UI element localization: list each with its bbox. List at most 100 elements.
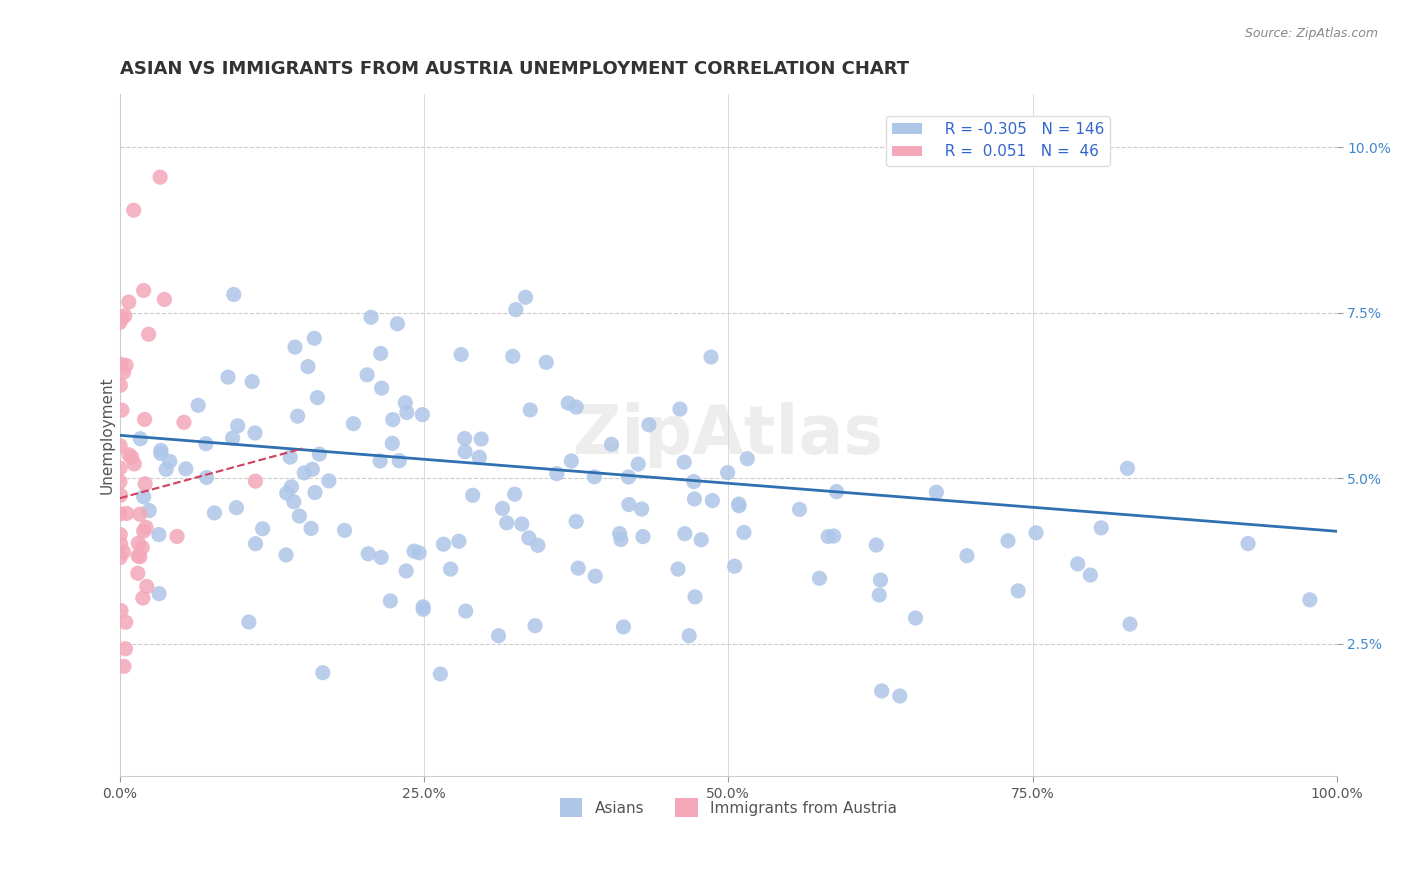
- Point: [112, 365, 135, 379]
- Point: [583, 470, 606, 484]
- Point: [683, 491, 706, 506]
- Point: [1067, 557, 1090, 571]
- Point: [278, 450, 301, 464]
- Point: [1116, 461, 1139, 475]
- Point: [240, 375, 263, 389]
- Point: [868, 588, 890, 602]
- Point: [789, 502, 811, 516]
- Point: [252, 522, 274, 536]
- Point: [557, 396, 579, 410]
- Point: [274, 548, 297, 562]
- Point: [682, 475, 704, 489]
- Point: [678, 629, 700, 643]
- Point: [454, 444, 477, 458]
- Point: [669, 402, 692, 417]
- Point: [153, 293, 176, 307]
- Text: ASIAN VS IMMIGRANTS FROM AUSTRIA UNEMPLOYMENT CORRELATION CHART: ASIAN VS IMMIGRANTS FROM AUSTRIA UNEMPLO…: [120, 60, 910, 78]
- Point: [889, 689, 911, 703]
- Point: [312, 665, 335, 680]
- Point: [110, 311, 132, 326]
- Point: [870, 684, 893, 698]
- Point: [717, 466, 740, 480]
- Point: [1119, 617, 1142, 632]
- Point: [454, 604, 477, 618]
- Point: [690, 533, 713, 547]
- Point: [308, 447, 330, 461]
- Point: [700, 350, 723, 364]
- Point: [114, 309, 136, 323]
- Point: [817, 529, 839, 543]
- Point: [299, 521, 322, 535]
- Point: [630, 502, 652, 516]
- Point: [370, 550, 392, 565]
- Point: [534, 355, 557, 369]
- Point: [174, 462, 197, 476]
- Point: [225, 500, 247, 515]
- Point: [108, 475, 131, 489]
- Point: [357, 547, 380, 561]
- Point: [149, 446, 172, 460]
- Point: [108, 550, 131, 565]
- Point: [447, 534, 470, 549]
- Point: [565, 400, 588, 414]
- Point: [560, 454, 582, 468]
- Point: [491, 501, 513, 516]
- Point: [132, 490, 155, 504]
- Point: [567, 561, 589, 575]
- Point: [360, 310, 382, 325]
- Point: [904, 611, 927, 625]
- Point: [823, 529, 845, 543]
- Point: [683, 590, 706, 604]
- Point: [461, 488, 484, 502]
- Text: Source: ZipAtlas.com: Source: ZipAtlas.com: [1244, 27, 1378, 40]
- Point: [728, 499, 751, 513]
- Point: [187, 398, 209, 412]
- Point: [115, 359, 138, 373]
- Point: [132, 524, 155, 538]
- Point: [238, 615, 260, 629]
- Point: [453, 432, 475, 446]
- Point: [217, 370, 239, 384]
- Point: [108, 315, 131, 329]
- Point: [368, 454, 391, 468]
- Point: [245, 474, 267, 488]
- Point: [135, 579, 157, 593]
- Point: [381, 436, 404, 450]
- Point: [997, 533, 1019, 548]
- Point: [631, 530, 654, 544]
- Point: [110, 604, 132, 618]
- Point: [108, 461, 131, 475]
- Point: [488, 629, 510, 643]
- Point: [149, 170, 172, 185]
- Point: [204, 506, 226, 520]
- Legend: Asians, Immigrants from Austria: Asians, Immigrants from Austria: [554, 792, 903, 823]
- Point: [221, 431, 243, 445]
- Point: [723, 559, 745, 574]
- Point: [388, 453, 411, 467]
- Point: [155, 462, 177, 476]
- Point: [825, 484, 848, 499]
- Point: [292, 466, 315, 480]
- Point: [356, 368, 378, 382]
- Point: [112, 659, 135, 673]
- Point: [450, 347, 472, 361]
- Point: [131, 541, 153, 555]
- Point: [110, 488, 132, 502]
- Point: [297, 359, 319, 374]
- Point: [134, 412, 156, 426]
- Point: [925, 485, 948, 500]
- Point: [1078, 568, 1101, 582]
- Point: [519, 403, 541, 417]
- Point: [128, 508, 150, 522]
- Point: [865, 538, 887, 552]
- Point: [381, 412, 404, 426]
- Point: [280, 480, 302, 494]
- Point: [956, 549, 979, 563]
- Point: [470, 432, 492, 446]
- Point: [627, 457, 650, 471]
- Point: [1025, 525, 1047, 540]
- Point: [1090, 521, 1112, 535]
- Point: [195, 470, 218, 484]
- Point: [517, 531, 540, 545]
- Point: [412, 599, 434, 614]
